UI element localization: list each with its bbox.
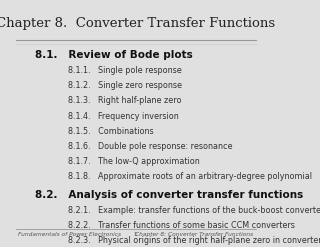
Text: 8.1.7.   The low-Q approximation: 8.1.7. The low-Q approximation: [68, 157, 200, 166]
Text: 8.1.1.   Single pole response: 8.1.1. Single pole response: [68, 66, 182, 75]
Text: 8.1.5.   Combinations: 8.1.5. Combinations: [68, 127, 154, 136]
Text: 8.1.3.   Right half-plane zero: 8.1.3. Right half-plane zero: [68, 96, 182, 105]
Text: Chapter 8: Converter Transfer Functions: Chapter 8: Converter Transfer Functions: [135, 232, 253, 237]
Text: 8.1.2.   Single zero response: 8.1.2. Single zero response: [68, 81, 182, 90]
Text: 8.1.4.   Frequency inversion: 8.1.4. Frequency inversion: [68, 112, 179, 121]
Text: 8.2.2.   Transfer functions of some basic CCM converters: 8.2.2. Transfer functions of some basic …: [68, 221, 295, 230]
Text: Fundamentals of Power Electronics: Fundamentals of Power Electronics: [18, 232, 121, 237]
Text: 8.2.3.   Physical origins of the right half-plane zero in converters: 8.2.3. Physical origins of the right hal…: [68, 236, 320, 245]
Text: 1: 1: [134, 232, 137, 237]
Text: Chapter 8.  Converter Transfer Functions: Chapter 8. Converter Transfer Functions: [0, 17, 275, 30]
Text: 8.1.8.   Approximate roots of an arbitrary-degree polynomial: 8.1.8. Approximate roots of an arbitrary…: [68, 172, 312, 181]
Text: 8.2.   Analysis of converter transfer functions: 8.2. Analysis of converter transfer func…: [35, 190, 303, 200]
Text: 8.2.1.   Example: transfer functions of the buck-boost converter: 8.2.1. Example: transfer functions of th…: [68, 206, 320, 215]
Text: 8.1.6.   Double pole response: resonance: 8.1.6. Double pole response: resonance: [68, 142, 233, 151]
Text: 8.1.   Review of Bode plots: 8.1. Review of Bode plots: [35, 50, 193, 60]
